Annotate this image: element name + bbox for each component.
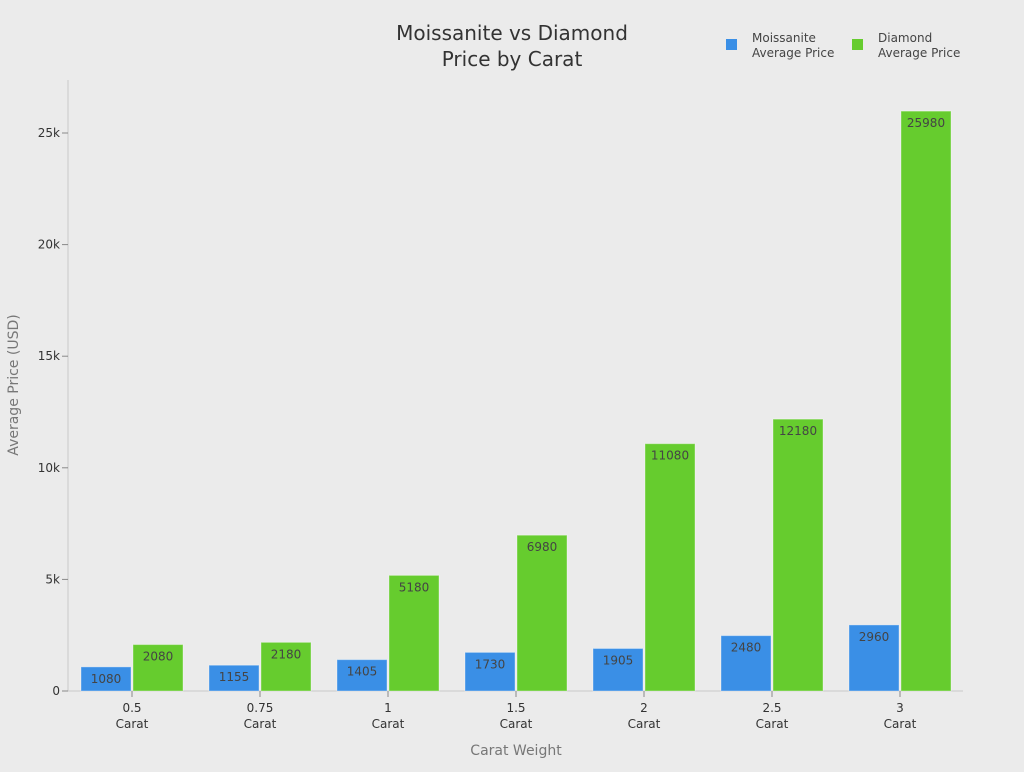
bar-data-label: 1405 bbox=[347, 665, 378, 679]
diamond-bar bbox=[644, 443, 696, 692]
moissanite-bar bbox=[592, 647, 644, 692]
x-tick-label: 2 bbox=[640, 701, 648, 715]
legend-label: Moissanite bbox=[752, 31, 816, 45]
x-tick-sublabel: Carat bbox=[116, 717, 149, 731]
bar-data-label: 2180 bbox=[271, 647, 302, 661]
x-tick-label: 3 bbox=[896, 701, 904, 715]
y-tick-label: 0 bbox=[52, 684, 60, 698]
bar-data-label: 1155 bbox=[219, 670, 250, 684]
bar-data-label: 1080 bbox=[91, 672, 122, 686]
x-tick-label: 1 bbox=[384, 701, 392, 715]
x-tick-label: 1.5 bbox=[506, 701, 525, 715]
diamond-bar bbox=[260, 641, 312, 692]
moissanite-bar bbox=[336, 659, 388, 692]
bar-data-label: 6980 bbox=[527, 540, 558, 554]
y-tick-label: 20k bbox=[38, 238, 60, 252]
bar-data-label: 1905 bbox=[603, 653, 634, 667]
diamond-bar bbox=[516, 534, 568, 692]
moissanite-bar bbox=[80, 666, 132, 692]
diamond-bar bbox=[772, 418, 824, 692]
y-tick-label: 10k bbox=[38, 461, 60, 475]
y-tick-label: 15k bbox=[38, 349, 60, 363]
bar-data-label: 12180 bbox=[779, 424, 817, 438]
x-tick-label: 2.5 bbox=[762, 701, 781, 715]
x-tick-sublabel: Carat bbox=[244, 717, 277, 731]
diamond-bar bbox=[132, 644, 184, 692]
diamond-bar bbox=[900, 110, 952, 692]
bar-data-label: 1730 bbox=[475, 657, 506, 671]
x-tick-label: 0.75 bbox=[247, 701, 274, 715]
moissanite-bar bbox=[848, 624, 900, 692]
legend-label-line2: Average Price bbox=[878, 46, 960, 60]
bar-data-label: 5180 bbox=[399, 580, 430, 594]
bar-data-label: 2080 bbox=[143, 650, 174, 664]
moissanite-bar bbox=[208, 664, 260, 692]
chart-title-line2: Price by Carat bbox=[442, 47, 583, 71]
y-axis-label: Average Price (USD) bbox=[6, 314, 22, 455]
bar-data-label: 25980 bbox=[907, 116, 945, 130]
bar-data-label: 2960 bbox=[859, 630, 890, 644]
legend-label-line2: Average Price bbox=[752, 46, 834, 60]
legend-label: Diamond bbox=[878, 31, 932, 45]
x-tick-sublabel: Carat bbox=[756, 717, 789, 731]
bar-data-label: 11080 bbox=[651, 449, 689, 463]
legend-swatch bbox=[852, 39, 863, 50]
y-tick-label: 5k bbox=[45, 572, 60, 586]
x-tick-sublabel: Carat bbox=[500, 717, 533, 731]
y-tick-label: 25k bbox=[38, 126, 60, 140]
bar-data-label: 2480 bbox=[731, 641, 762, 655]
x-tick-sublabel: Carat bbox=[628, 717, 661, 731]
moissanite-bar bbox=[720, 635, 772, 692]
x-tick-sublabel: Carat bbox=[372, 717, 405, 731]
x-tick-label: 0.5 bbox=[122, 701, 141, 715]
legend-swatch bbox=[726, 39, 737, 50]
diamond-bar bbox=[388, 574, 440, 692]
x-tick-sublabel: Carat bbox=[884, 717, 917, 731]
moissanite-bar bbox=[464, 651, 516, 692]
x-axis-label: Carat Weight bbox=[470, 743, 562, 759]
chart-title-line1: Moissanite vs Diamond bbox=[396, 21, 628, 45]
